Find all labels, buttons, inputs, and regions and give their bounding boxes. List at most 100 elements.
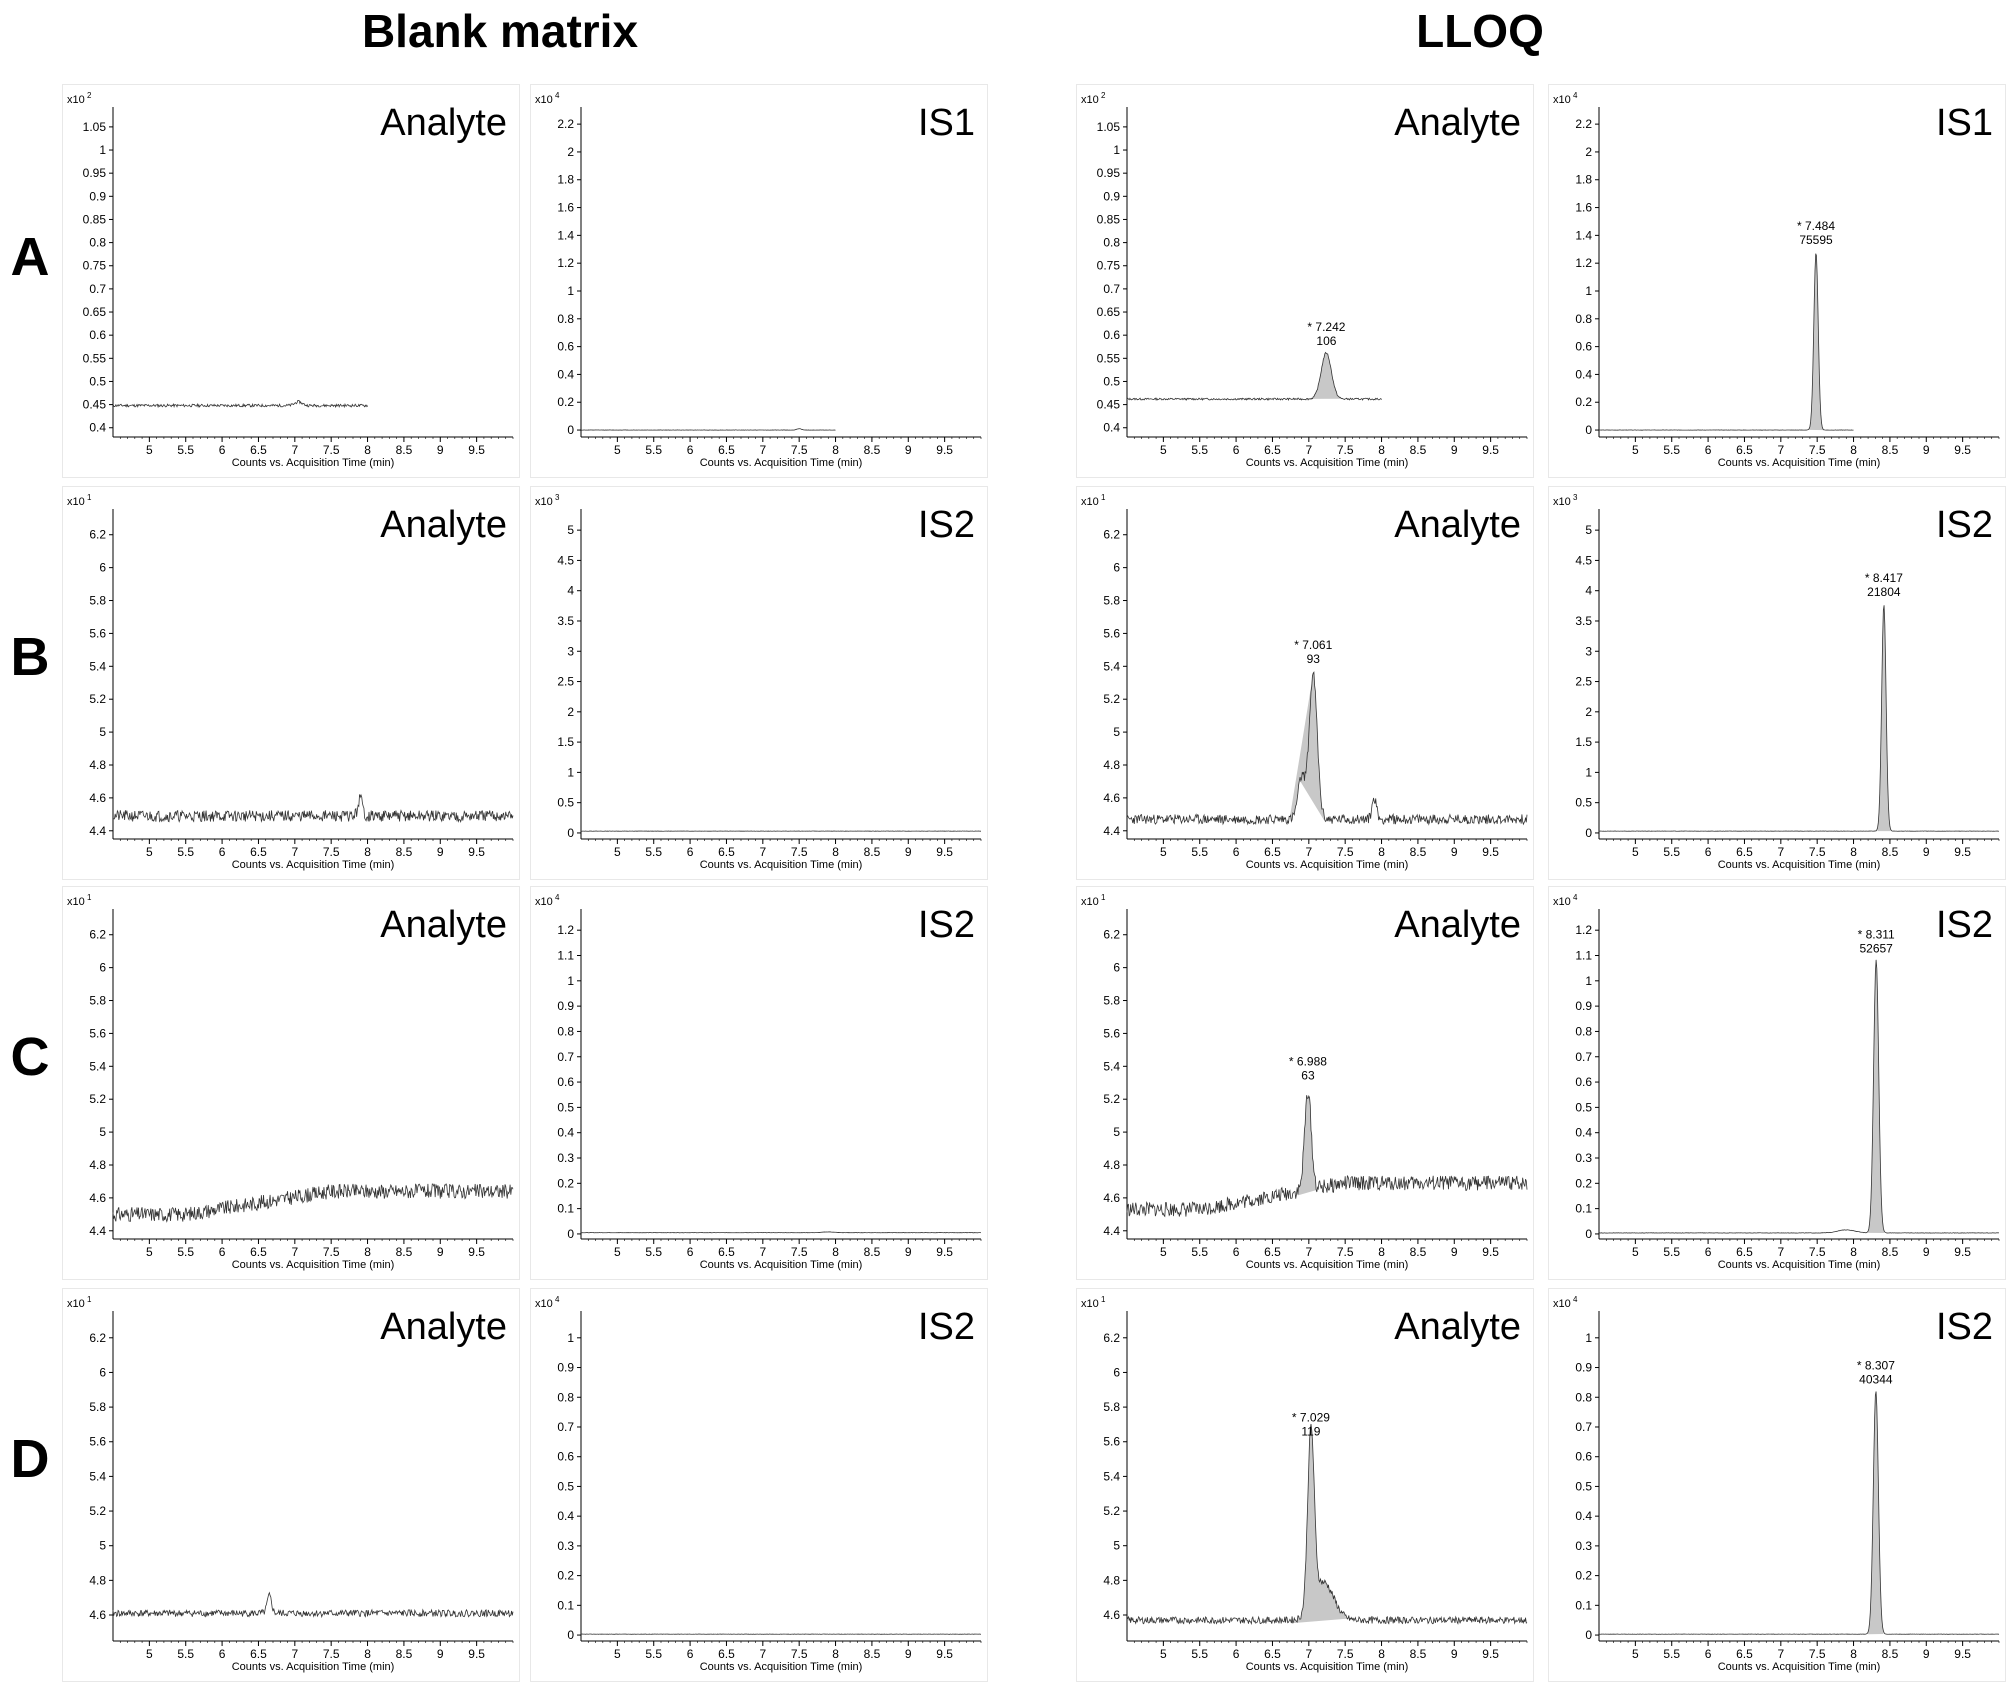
x-tick-label: 5.5 (1191, 1245, 1208, 1259)
panel-title: IS1 (1936, 102, 1993, 144)
x-tick-label: 6.5 (250, 1647, 267, 1661)
y-tick-label: 5.6 (89, 626, 106, 640)
y-tick-label: 1.5 (557, 735, 574, 749)
peak-retention-time-label: * 7.242 (1307, 320, 1345, 334)
x-tick-label: 7.5 (1809, 1245, 1826, 1259)
x-tick-label: 8 (1378, 443, 1385, 457)
chromatogram-svg: x10 4 0 0.1 0.2 0.3 0.4 0.5 0.6 0.7 0.8 0.9 1 1.1 1.2… (1553, 893, 2000, 1271)
x-tick-label: 7.5 (323, 845, 340, 859)
y-tick-label: 4.6 (1103, 1608, 1120, 1622)
y-tick-label: 1.4 (557, 228, 574, 242)
chromatogram-trace (112, 1591, 514, 1619)
x-axis-label: Counts vs. Acquisition Time (min) (232, 859, 395, 871)
chromatogram-trace (1126, 1423, 1528, 1626)
y-tick-label: 4.8 (89, 1573, 106, 1587)
x-tick-label: 8 (1378, 1647, 1385, 1661)
x-tick-label: 7.5 (791, 1647, 808, 1661)
y-tick-label: 1 (567, 974, 574, 988)
y-tick-label: 4.4 (89, 1224, 106, 1238)
y-tick-label: 0 (1585, 1628, 1592, 1642)
y-tick-label: 0.7 (1575, 1420, 1592, 1434)
y-tick-label: 4.4 (1103, 1224, 1120, 1238)
chromatogram-panel: x10 1 4.6 4.8 5 5.2 5.4 5.6 5.8 6 6.2 5 5.5 6 6.5 7 7.5… (62, 1288, 520, 1682)
x-tick-label: 9.5 (1482, 443, 1499, 457)
y-tick-label: 1.2 (1575, 923, 1592, 937)
y-tick-label: 0.5 (557, 796, 574, 810)
chromatogram-trace (1598, 959, 2000, 1234)
x-tick-label: 8.5 (864, 845, 881, 859)
y-tick-label: 4.8 (89, 758, 106, 772)
y-exponent-label: x10 3 (1553, 493, 1578, 508)
x-axis-label: Counts vs. Acquisition Time (min) (1718, 457, 1881, 469)
x-tick-label: 5.5 (645, 1647, 662, 1661)
panel-title: IS2 (1936, 504, 1993, 546)
x-tick-label: 5.5 (1663, 1245, 1680, 1259)
y-tick-label: 2 (1585, 145, 1592, 159)
y-tick-label: 0.9 (557, 1361, 574, 1375)
x-tick-label: 6 (1233, 1245, 1240, 1259)
x-tick-label: 5.5 (1663, 443, 1680, 457)
y-tick-label: 1 (567, 765, 574, 779)
x-tick-label: 9.5 (936, 1245, 953, 1259)
x-axis-label: Counts vs. Acquisition Time (min) (1246, 859, 1409, 871)
x-tick-label: 9.5 (1954, 1647, 1971, 1661)
x-tick-label: 8.5 (1882, 845, 1899, 859)
row-label-a: A (10, 227, 50, 287)
y-tick-label: 0.2 (1575, 395, 1592, 409)
x-tick-label: 8 (832, 1647, 839, 1661)
chromatogram-svg: x10 3 0 0.5 1 1.5 2 2.5 3 3.5 4 4.5 5 5 5.5 6 6.5 7 7.5 8 8… (535, 493, 982, 871)
y-tick-label: 1.2 (1575, 256, 1592, 270)
x-tick-label: 5.5 (645, 845, 662, 859)
y-tick-label: 5.4 (1103, 1469, 1120, 1483)
x-tick-label: 6.5 (1736, 845, 1753, 859)
chromatogram-svg: x10 4 0 0.1 0.2 0.3 0.4 0.5 0.6 0.7 0.8 0.9 1 1.1 1.2… (535, 893, 982, 1271)
panel-title: Analyte (1394, 504, 1521, 546)
x-tick-label: 9.5 (1954, 1245, 1971, 1259)
y-tick-label: 0.7 (557, 1050, 574, 1064)
peak-retention-time-label: * 7.061 (1294, 638, 1332, 652)
y-exponent-label: x10 4 (535, 91, 560, 106)
y-tick-label: 0.8 (557, 312, 574, 326)
y-tick-label: 4.6 (89, 1608, 106, 1622)
x-tick-label: 6.5 (250, 1245, 267, 1259)
x-tick-label: 9 (437, 443, 444, 457)
x-tick-label: 8.5 (1410, 1647, 1427, 1661)
x-tick-label: 6.5 (1264, 845, 1281, 859)
y-exponent-label: x10 3 (535, 493, 560, 508)
x-tick-label: 6.5 (1264, 1245, 1281, 1259)
y-tick-label: 1 (1113, 143, 1120, 157)
panel-title: Analyte (380, 1306, 507, 1348)
y-tick-label: 1.4 (1575, 228, 1592, 242)
y-exponent-label: x10 4 (535, 1295, 560, 1310)
y-tick-label: 0.45 (1097, 398, 1121, 412)
chromatogram-svg: x10 1 4.6 4.8 5 5.2 5.4 5.6 5.8 6 6.2 5 5.5 6 6.5 7 7.5… (67, 1295, 514, 1673)
y-tick-label: 4.6 (1103, 791, 1120, 805)
x-tick-label: 5.5 (1663, 845, 1680, 859)
y-tick-label: 5.8 (1103, 594, 1120, 608)
x-tick-label: 8 (832, 443, 839, 457)
y-tick-label: 4 (1585, 584, 1592, 598)
y-tick-label: 0.5 (1575, 796, 1592, 810)
y-exponent-label: x10 4 (1553, 91, 1578, 106)
x-tick-label: 7.5 (791, 1245, 808, 1259)
y-tick-label: 0.7 (89, 282, 106, 296)
y-tick-label: 1 (1585, 765, 1592, 779)
y-tick-label: 0.5 (1103, 374, 1120, 388)
x-tick-label: 5 (1632, 443, 1639, 457)
header-lloq: LLOQ (1416, 5, 1544, 57)
chromatogram-panel: x10 3 0 0.5 1 1.5 2 2.5 3 3.5 4 4.5 5 5 5.5 6 6.5 7 7.5 8 8… (530, 486, 988, 880)
y-tick-label: 0.7 (557, 1420, 574, 1434)
y-tick-label: 4.5 (557, 553, 574, 567)
y-tick-label: 6 (1113, 561, 1120, 575)
x-tick-label: 9.5 (1954, 845, 1971, 859)
x-tick-label: 6 (219, 443, 226, 457)
y-tick-label: 1 (1585, 284, 1592, 298)
y-tick-label: 0.8 (557, 1390, 574, 1404)
y-tick-label: 5.6 (1103, 1026, 1120, 1040)
x-tick-label: 6 (1233, 443, 1240, 457)
x-tick-label: 6 (1233, 1647, 1240, 1661)
chromatogram-trace (1598, 253, 1854, 431)
panel-title: IS2 (918, 1306, 975, 1348)
x-tick-label: 6.5 (1264, 443, 1281, 457)
y-tick-label: 1.5 (1575, 735, 1592, 749)
